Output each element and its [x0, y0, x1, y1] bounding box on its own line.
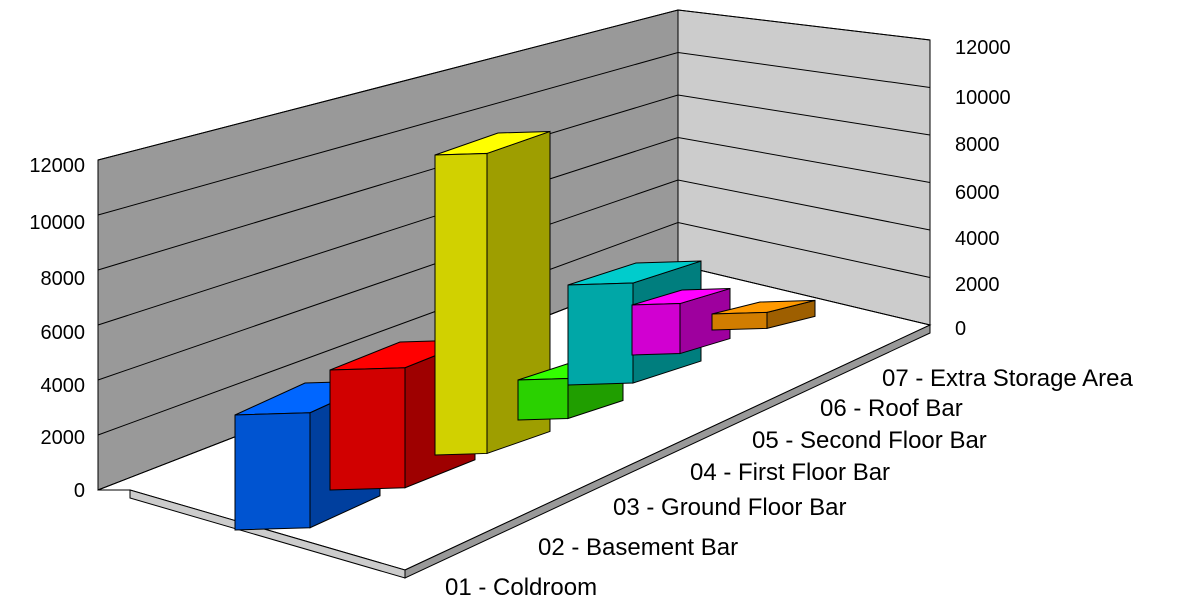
category-label: 02 - Basement Bar — [538, 534, 738, 561]
category-label: 01 - Coldroom — [445, 574, 597, 600]
bar-front — [631, 303, 681, 356]
gridline — [97, 51, 931, 216]
bar-front — [517, 377, 569, 421]
category-label: 04 - First Floor Bar — [690, 459, 890, 486]
category-label: 07 - Extra Storage Area — [882, 365, 1133, 392]
y-tick-label-right: 12000 — [955, 37, 1011, 59]
bar-front — [711, 311, 768, 331]
bar — [434, 130, 551, 456]
category-axis: 01 - Coldroom 02 - Basement Bar 03 - Groun… — [445, 365, 1133, 600]
y-tick-label-right: 2000 — [955, 274, 1000, 296]
y-tick-label-right: 10000 — [955, 87, 1011, 109]
category-label: 05 - Second Floor Bar — [752, 427, 987, 454]
category-label: 03 - Ground Floor Bar — [613, 494, 846, 521]
bar — [711, 299, 816, 331]
y-tick-label-left: 8000 — [41, 268, 86, 290]
gridline — [97, 179, 931, 381]
floor-side-edge — [404, 324, 931, 579]
y-tick-label-left: 6000 — [41, 322, 86, 344]
y-tick-label-right: 6000 — [955, 182, 1000, 204]
right-y-axis: 0 2000 4000 6000 8000 10000 12000 — [955, 37, 1011, 340]
category-label: 06 - Roof Bar — [820, 395, 963, 422]
gridline — [97, 9, 931, 161]
y-tick-label-left: 0 — [74, 480, 85, 502]
y-tick-label-right: 0 — [955, 318, 966, 340]
bar-front — [567, 282, 634, 386]
bar-front — [329, 367, 406, 491]
y-tick-label-right: 4000 — [955, 228, 1000, 250]
y-tick-label-left: 4000 — [41, 375, 86, 397]
bar — [631, 287, 731, 356]
gridline — [97, 136, 931, 326]
y-tick-label-left: 12000 — [29, 155, 85, 177]
y-tick-label-right: 8000 — [955, 134, 1000, 156]
bar-front — [234, 412, 311, 531]
left-y-axis: 0 2000 4000 6000 8000 10000 12000 — [29, 155, 85, 502]
bar-front — [434, 152, 488, 456]
y-tick-label-left: 10000 — [29, 212, 85, 234]
y-tick-label-left: 2000 — [41, 427, 86, 449]
gridline — [97, 221, 931, 436]
bars — [234, 130, 816, 531]
gridline — [97, 94, 931, 271]
